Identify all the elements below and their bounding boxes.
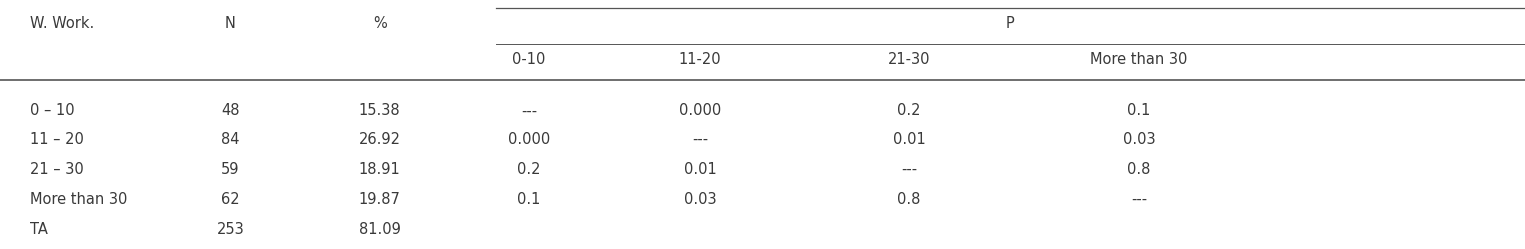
Text: 0.01: 0.01 — [683, 162, 717, 177]
Text: 81.09: 81.09 — [358, 222, 401, 237]
Text: 0.2: 0.2 — [897, 103, 921, 118]
Text: More than 30: More than 30 — [30, 192, 128, 207]
Text: 48: 48 — [221, 103, 239, 118]
Text: 0.03: 0.03 — [1122, 132, 1156, 147]
Text: ---: --- — [522, 103, 537, 118]
Text: 0.8: 0.8 — [897, 192, 921, 207]
Text: 26.92: 26.92 — [358, 132, 401, 147]
Text: 21 – 30: 21 – 30 — [30, 162, 84, 177]
Text: 15.38: 15.38 — [358, 103, 401, 118]
Text: 11-20: 11-20 — [679, 52, 721, 67]
Text: 0.8: 0.8 — [1127, 162, 1151, 177]
Text: 19.87: 19.87 — [358, 192, 401, 207]
Text: 0.03: 0.03 — [683, 192, 717, 207]
Text: 0 – 10: 0 – 10 — [30, 103, 75, 118]
Text: 253: 253 — [217, 222, 244, 237]
Text: More than 30: More than 30 — [1090, 52, 1188, 67]
Text: 0.000: 0.000 — [508, 132, 551, 147]
Text: ---: --- — [1132, 192, 1147, 207]
Text: N: N — [224, 16, 236, 31]
Text: P: P — [1006, 16, 1014, 31]
Text: 0.1: 0.1 — [517, 192, 541, 207]
Text: 62: 62 — [221, 192, 239, 207]
Text: W. Work.: W. Work. — [30, 16, 95, 31]
Text: 11 – 20: 11 – 20 — [30, 132, 84, 147]
Text: 18.91: 18.91 — [358, 162, 401, 177]
Text: 0.1: 0.1 — [1127, 103, 1151, 118]
Text: 84: 84 — [221, 132, 239, 147]
Text: 21-30: 21-30 — [888, 52, 930, 67]
Text: ---: --- — [901, 162, 917, 177]
Text: %: % — [372, 16, 387, 31]
Text: 0.01: 0.01 — [892, 132, 926, 147]
Text: TA: TA — [30, 222, 49, 237]
Text: 0-10: 0-10 — [512, 52, 546, 67]
Text: 0.000: 0.000 — [679, 103, 721, 118]
Text: 59: 59 — [221, 162, 239, 177]
Text: ---: --- — [692, 132, 708, 147]
Text: 0.2: 0.2 — [517, 162, 541, 177]
